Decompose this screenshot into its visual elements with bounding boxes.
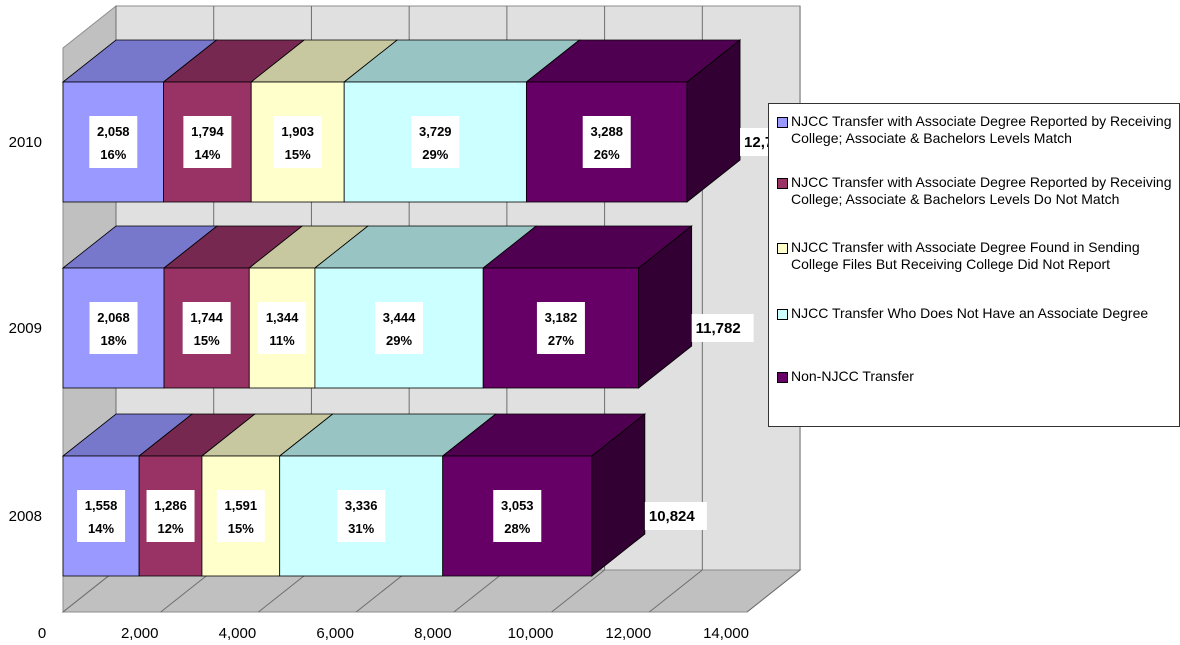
data-label-box (216, 490, 265, 542)
data-label-box (146, 490, 195, 542)
x-tick-label: 12,000 (605, 625, 651, 642)
data-label-value: 1,744 (190, 310, 223, 325)
data-label-box (493, 490, 542, 542)
y-tick-label: 2009 (9, 320, 42, 337)
legend-swatch (777, 372, 788, 383)
data-label-percent: 14% (88, 521, 114, 536)
data-label-value: 3,182 (545, 310, 578, 325)
data-label-value: 1,794 (191, 124, 224, 139)
legend-item: NJCC Transfer Who Does Not Have an Assoc… (777, 305, 1173, 322)
data-label-box (182, 302, 231, 354)
legend: NJCC Transfer with Associate Degree Repo… (768, 103, 1180, 427)
legend-item: NJCC Transfer with Associate Degree Foun… (777, 239, 1173, 273)
bar-side (591, 413, 646, 577)
x-tick-label: 0 (38, 625, 46, 642)
data-label-box (89, 302, 138, 354)
floor-gridline (258, 569, 312, 613)
legend-item: Non-NJCC Transfer (777, 368, 1173, 385)
floor-gridline (355, 569, 410, 613)
data-label-percent: 27% (548, 333, 574, 348)
y-axis-ticks: 2010 2009 2008 (9, 134, 42, 525)
bars: 2,058 16% 1,794 14% 1,903 15% 3,729 29% 3,288 26%… (61, 39, 803, 577)
data-label-percent: 28% (504, 521, 530, 536)
data-label-box (183, 116, 232, 168)
data-label-percent: 14% (194, 147, 220, 162)
data-label-percent: 31% (348, 521, 374, 536)
bar-side (638, 225, 693, 389)
data-label-box (582, 116, 631, 168)
x-axis-ticks: 0 2,000 4,000 6,000 8,000 10,000 12,000 14,000 (38, 625, 749, 642)
legend-swatch (777, 243, 788, 254)
data-label-box (89, 116, 138, 168)
data-label-value: 3,288 (590, 124, 623, 139)
data-label-value: 1,286 (154, 498, 187, 513)
data-label-value: 3,444 (383, 310, 416, 325)
floor-gridline (551, 569, 605, 613)
data-label-percent: 18% (101, 333, 127, 348)
legend-swatch (777, 309, 788, 320)
floor-gridline (746, 569, 801, 613)
legend-swatch (777, 178, 788, 189)
legend-item: NJCC Transfer with Associate Degree Repo… (777, 113, 1173, 147)
data-label-percent: 11% (269, 333, 295, 348)
floor-gridline (453, 569, 508, 613)
legend-label: NJCC Transfer Who Does Not Have an Assoc… (791, 305, 1149, 321)
data-label-percent: 29% (386, 333, 412, 348)
x-tick-label: 2,000 (121, 625, 159, 642)
data-label-box (77, 490, 126, 542)
x-tick-label: 6,000 (316, 625, 354, 642)
data-label-box (411, 116, 460, 168)
legend-label: NJCC Transfer with Associate Degree Foun… (791, 239, 1140, 272)
x-tick-label: 4,000 (219, 625, 257, 642)
y-tick-label: 2008 (9, 508, 42, 525)
data-label-value: 1,903 (281, 124, 314, 139)
legend-label: Non-NJCC Transfer (791, 368, 914, 384)
x-tick-label: 8,000 (414, 625, 452, 642)
data-label-box (337, 490, 386, 542)
floor-gridline (62, 569, 117, 613)
data-label-box (375, 302, 424, 354)
data-label-percent: 15% (228, 521, 254, 536)
total-label: 10,824 (649, 508, 696, 525)
data-label-box (536, 302, 585, 354)
legend-label: NJCC Transfer with Associate Degree Repo… (791, 113, 1172, 146)
data-label-percent: 12% (158, 521, 184, 536)
data-label-percent: 15% (194, 333, 220, 348)
data-label-value: 1,591 (225, 498, 258, 513)
data-label-percent: 15% (285, 147, 311, 162)
legend-swatch (777, 117, 788, 128)
data-label-value: 2,058 (97, 124, 130, 139)
floor-gridline (649, 569, 703, 613)
data-label-box (258, 302, 307, 354)
legend-label: NJCC Transfer with Associate Degree Repo… (791, 174, 1172, 207)
data-label-percent: 16% (100, 147, 126, 162)
x-tick-label: 14,000 (703, 625, 749, 642)
x-tick-label: 10,000 (508, 625, 554, 642)
data-label-value: 3,336 (345, 498, 378, 513)
total-label: 11,782 (696, 320, 741, 337)
data-label-percent: 26% (594, 147, 620, 162)
data-label-value: 2,068 (97, 310, 130, 325)
data-label-box (273, 116, 322, 168)
total-label-box (644, 502, 707, 530)
data-label-value: 3,729 (419, 124, 452, 139)
data-label-value: 1,558 (85, 498, 118, 513)
data-label-percent: 29% (422, 147, 448, 162)
floor-gridline (160, 569, 215, 613)
y-tick-label: 2010 (9, 134, 42, 151)
bar-side (686, 39, 741, 203)
data-label-value: 3,053 (501, 498, 534, 513)
legend-item: NJCC Transfer with Associate Degree Repo… (777, 174, 1173, 208)
total-label-box (691, 314, 754, 342)
data-label-value: 1,344 (266, 310, 299, 325)
